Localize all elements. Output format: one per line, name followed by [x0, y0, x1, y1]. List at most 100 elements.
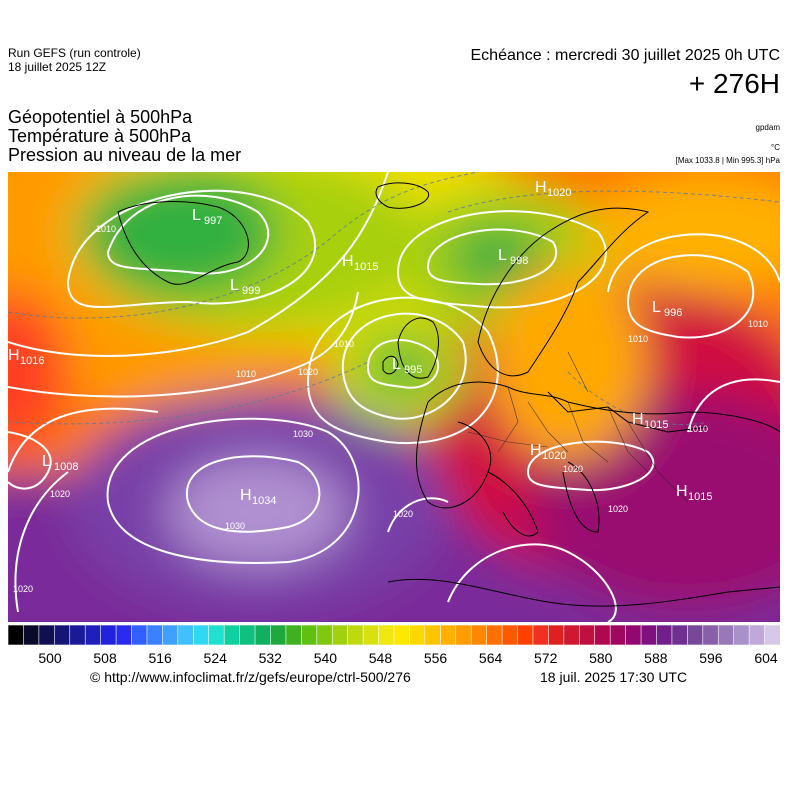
colorbar-cell [517, 625, 534, 645]
colorbar-cell [69, 625, 86, 645]
svg-text:H: H [530, 442, 542, 459]
pressure-center-low[interactable]: L 999 [230, 277, 260, 297]
colorbar-cell [656, 625, 673, 645]
pressure-center-high[interactable]: H 1015 [342, 253, 378, 273]
colorbar-cell [470, 625, 488, 645]
pressure-center-high[interactable]: H 1015 [632, 411, 668, 431]
colorbar-cell [594, 625, 611, 645]
svg-text:1015: 1015 [688, 491, 712, 503]
svg-text:1008: 1008 [54, 461, 78, 473]
isobar-labels: 1010 1020 1030 1030 1020 1020 1010 1010 … [13, 224, 768, 594]
colorbar-cell [177, 625, 195, 645]
title-geopotential: Géopotentiel à 500hPa [8, 107, 193, 127]
svg-text:997: 997 [204, 215, 222, 227]
colorbar-cell [393, 625, 411, 645]
title-temperature: Température à 500hPa [8, 126, 192, 146]
colorbar-cell [223, 625, 241, 645]
unit-celsius: °C [771, 143, 780, 152]
colorbar [8, 625, 780, 645]
colorbar-cell [625, 625, 642, 645]
colorbar-cell [23, 625, 40, 645]
svg-text:L: L [392, 356, 401, 373]
colorbar-cell [702, 625, 720, 645]
colorbar-cell [532, 625, 550, 645]
colorbar-cell [316, 625, 334, 645]
colorbar-tick-label: 532 [258, 650, 282, 666]
colorbar-cell [239, 625, 256, 645]
pressure-center-high[interactable]: H 1015 [676, 483, 712, 503]
colorbar-tick-label: 508 [93, 650, 117, 666]
isobar-label: 1010 [334, 339, 354, 349]
unit-gpdam: gpdam [755, 123, 780, 132]
forecast-hour: + 276H [688, 68, 780, 99]
isobar-label: 1010 [748, 319, 768, 329]
colorbar-cell [301, 625, 318, 645]
svg-text:H: H [240, 487, 252, 504]
svg-text:L: L [652, 299, 661, 316]
svg-text:996: 996 [664, 307, 682, 319]
colorbar-tick-label: 564 [478, 650, 503, 666]
pressure-center-high[interactable]: H 1016 [8, 347, 44, 367]
colorbar-cell [501, 625, 519, 645]
isobar-label: 1010 [688, 424, 708, 434]
colorbar-tick-label: 604 [754, 650, 778, 666]
svg-text:H: H [535, 179, 547, 196]
run-info: Run GEFS (run controle) 18 juillet 2025 … [8, 46, 141, 74]
unit-pressure-range: [Max 1033.8 | Min 995.3] hPa [675, 156, 780, 165]
forecast-valid-time: Echéance : mercredi 30 juillet 2025 0h U… [470, 47, 781, 64]
map-titles: Géopotentiel à 500hPa Température à 500h… [8, 108, 241, 165]
colorbar-tick-label: 580 [589, 650, 613, 666]
colorbar-cell [100, 625, 117, 645]
colorbar-cell [270, 625, 287, 645]
isotherms [8, 172, 780, 426]
isobar-label: 1010 [96, 224, 116, 234]
svg-text:1015: 1015 [644, 419, 668, 431]
pressure-center-low[interactable]: L 998 [498, 247, 528, 267]
pressure-center-low[interactable]: L 997 [192, 207, 222, 227]
svg-text:1015: 1015 [354, 261, 378, 273]
pressure-center-high[interactable]: H 1020 [535, 179, 571, 199]
svg-text:999: 999 [242, 285, 260, 297]
pressure-center-low[interactable]: L 996 [652, 299, 682, 319]
svg-text:1016: 1016 [20, 355, 44, 367]
colorbar-cell [717, 625, 735, 645]
colorbar-cell [54, 625, 71, 645]
colorbar-tick-label: 588 [644, 650, 668, 666]
colorbar-cell [362, 625, 380, 645]
isobars [8, 172, 780, 622]
svg-text:1020: 1020 [542, 450, 566, 462]
pressure-center-low[interactable]: L 995 [392, 356, 422, 376]
svg-text:L: L [230, 277, 239, 294]
colorbar-cell [115, 625, 133, 645]
pressure-center-high[interactable]: H 1020 [530, 442, 566, 462]
colorbar-cell [748, 625, 766, 645]
svg-text:H: H [632, 411, 644, 428]
weather-map[interactable]: L 997 L 999 H 1015 L 998 H 1020 L 996 L 995 H 10… [8, 172, 780, 622]
isobar-label: 1020 [298, 367, 318, 377]
isobar-label: 1020 [50, 489, 70, 499]
colorbar-cell [162, 625, 179, 645]
title-pressure: Pression au niveau de la mer [8, 145, 242, 165]
svg-text:L: L [42, 453, 51, 470]
pressure-center-high[interactable]: H 1034 [240, 487, 276, 507]
colorbar-tick-label: 516 [148, 650, 172, 666]
colorbar-cell [146, 625, 164, 645]
svg-text:H: H [342, 253, 354, 270]
isobar-label: 1020 [563, 464, 583, 474]
svg-text:L: L [192, 207, 201, 224]
colorbar-cell [8, 625, 25, 645]
svg-text:L: L [498, 247, 507, 264]
colorbar-cell [38, 625, 56, 645]
pressure-center-low[interactable]: L 1008 [42, 453, 78, 473]
isobar-label: 1020 [393, 509, 413, 519]
colorbar-tick-label: 540 [313, 650, 338, 666]
colorbar-cell [409, 625, 426, 645]
svg-text:998: 998 [510, 255, 528, 267]
colorbar-cell [347, 625, 364, 645]
country-borders [467, 351, 689, 503]
source-url[interactable]: © http://www.infoclimat.fr/z/gefs/europe… [90, 669, 411, 685]
svg-text:H: H [676, 483, 688, 500]
colorbar-cell [254, 625, 272, 645]
colorbar-cell [331, 625, 349, 645]
coastlines [117, 182, 780, 607]
